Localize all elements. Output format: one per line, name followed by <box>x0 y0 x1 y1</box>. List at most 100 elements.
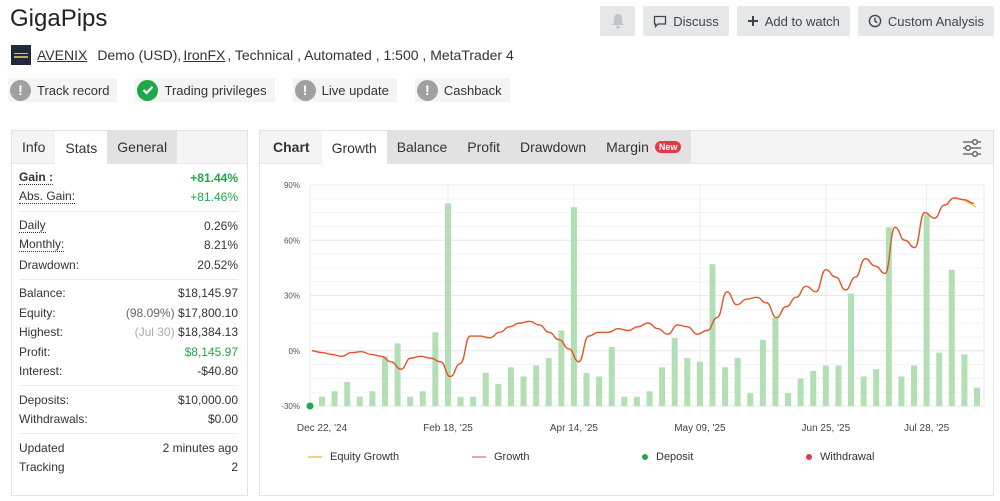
chart-label: Chart <box>273 139 310 155</box>
stat-tracking: Tracking 2 <box>19 458 238 478</box>
withdrawals-value: $0.00 <box>207 412 238 427</box>
divider <box>19 433 238 434</box>
gain-label[interactable]: Gain : <box>19 169 54 185</box>
custom-analysis-button[interactable]: Custom Analysis <box>857 6 994 36</box>
legend-label: Growth <box>494 451 530 463</box>
interest-label: Interest: <box>19 364 63 379</box>
tab-general[interactable]: General <box>107 131 178 163</box>
tab-growth[interactable]: Growth <box>321 131 387 165</box>
svg-text:Jun 25, '25: Jun 25, '25 <box>802 423 851 434</box>
legend-growth[interactable]: Growth <box>472 451 529 463</box>
highest-date: (Jul 30) <box>134 325 175 340</box>
stat-interest: Interest: -$40.80 <box>19 362 238 382</box>
sliders-icon <box>963 139 981 157</box>
stat-balance: Balance: $18,145.97 <box>19 284 238 304</box>
account-meta: AVENIX Demo (USD), IronFX , Technical , … <box>11 45 514 65</box>
deposits-label: Deposits: <box>19 392 70 407</box>
stat-updated: Updated 2 minutes ago <box>19 438 238 458</box>
legend-deposit[interactable]: Deposit <box>642 451 693 463</box>
stat-deposits: Deposits: $10,000.00 <box>19 390 238 410</box>
add-to-watch-button[interactable]: Add to watch <box>736 6 850 36</box>
growth-chart[interactable]: 90% 60% 30% 0% -30% Dec 22, '24 Feb 18, '25 Apr… <box>260 165 993 450</box>
profit-label: Profit: <box>19 344 51 359</box>
new-badge: New <box>654 141 682 153</box>
updated-value: 2 minutes ago <box>162 440 238 455</box>
add-to-watch-label: Add to watch <box>764 13 840 29</box>
warning-icon: ! <box>294 79 316 101</box>
line-swatch-icon <box>308 456 322 458</box>
svg-text:Feb 18, '25: Feb 18, '25 <box>423 423 473 434</box>
badge-track-record[interactable]: ! Track record <box>8 78 118 102</box>
margin-label: Margin <box>606 139 649 155</box>
legend-label: Equity Growth <box>330 451 400 463</box>
equity-label: Equity: <box>19 305 56 320</box>
svg-text:30%: 30% <box>284 292 300 301</box>
clock-icon <box>868 14 882 28</box>
plus-icon <box>747 16 758 26</box>
chart-panel: Chart Growth Balance Profit Drawdown Mar… <box>259 130 994 496</box>
svg-text:90%: 90% <box>284 181 300 190</box>
divider <box>19 211 238 212</box>
warning-icon: ! <box>10 79 31 101</box>
account-details: , Technical , Automated , 1:500 , MetaTr… <box>227 47 514 63</box>
svg-text:-30%: -30% <box>281 402 300 411</box>
stats-panel: Info Stats General Gain : +81.44% Abs. Ga… <box>11 130 248 496</box>
check-icon <box>137 79 159 101</box>
balance-label: Balance: <box>19 286 66 301</box>
interest-value: -$40.80 <box>197 364 238 379</box>
legend-withdrawal[interactable]: Withdrawal <box>806 451 874 463</box>
notify-button[interactable] <box>600 6 636 36</box>
dot-icon <box>806 454 812 460</box>
svg-text:May 09, '25: May 09, '25 <box>674 423 726 434</box>
svg-text:Jul 28, '25: Jul 28, '25 <box>904 423 950 434</box>
svg-text:0%: 0% <box>288 347 300 356</box>
svg-text:60%: 60% <box>284 236 300 245</box>
highest-label: Highest: <box>19 325 64 340</box>
stat-equity: Equity: (98.09%) $17,800.10 <box>19 303 238 323</box>
stat-profit: Profit: $8,145.97 <box>19 342 238 362</box>
owner-link[interactable]: AVENIX <box>37 47 88 63</box>
monthly-value: 8.21% <box>203 238 238 253</box>
tab-stats[interactable]: Stats <box>55 131 108 165</box>
stat-drawdown: Drawdown: 20.52% <box>19 255 238 275</box>
daily-value: 0.26% <box>203 218 238 233</box>
legend-equity-growth[interactable]: Equity Growth <box>308 451 399 463</box>
daily-label[interactable]: Daily <box>19 217 46 233</box>
badge-label: Track record <box>37 82 110 98</box>
legend-label: Deposit <box>656 451 694 463</box>
tab-profit[interactable]: Profit <box>457 131 510 163</box>
updated-label: Updated <box>19 440 65 455</box>
svg-text:Apr 14, '25: Apr 14, '25 <box>550 423 598 434</box>
stat-withdrawals: Withdrawals: $0.00 <box>19 410 238 430</box>
header-actions: Discuss Add to watch Custom Analysis <box>600 6 994 36</box>
gain-value: +81.44% <box>190 170 238 185</box>
tab-balance[interactable]: Balance <box>386 131 458 163</box>
badge-trading-privileges[interactable]: Trading privileges <box>135 78 275 102</box>
deposits-value: $10,000.00 <box>177 392 238 407</box>
account-type: Demo (USD), <box>97 47 182 63</box>
broker-link[interactable]: IronFX <box>183 47 226 63</box>
avatar <box>11 45 31 65</box>
page-title: GigaPips <box>10 5 108 32</box>
highest-value: $18,384.13 <box>177 325 238 340</box>
tab-info[interactable]: Info <box>22 139 46 155</box>
chart-tabs: Chart Growth Balance Profit Drawdown Mar… <box>260 131 993 165</box>
chart-settings-button[interactable] <box>960 137 984 159</box>
badge-cashback[interactable]: ! Cashback <box>414 78 510 102</box>
stats-tabs: Info Stats General <box>12 131 247 165</box>
tab-margin[interactable]: Margin New <box>596 131 692 163</box>
badge-label: Trading privileges <box>164 82 267 98</box>
abs-gain-label[interactable]: Abs. Gain: <box>19 189 76 205</box>
stat-highest: Highest: (Jul 30) $18,384.13 <box>19 323 238 343</box>
warning-icon: ! <box>416 79 438 101</box>
divider <box>19 385 238 386</box>
bell-icon <box>611 14 624 29</box>
monthly-label[interactable]: Monthly: <box>19 237 65 253</box>
verification-badges: ! Track record Trading privileges ! Live… <box>8 78 510 102</box>
tab-drawdown[interactable]: Drawdown <box>509 131 597 163</box>
custom-analysis-label: Custom Analysis <box>887 13 984 29</box>
discuss-button[interactable]: Discuss <box>643 6 729 36</box>
svg-text:Dec 22, '24: Dec 22, '24 <box>297 423 348 434</box>
badge-label: Cashback <box>443 82 502 98</box>
badge-live-update[interactable]: ! Live update <box>292 78 397 102</box>
